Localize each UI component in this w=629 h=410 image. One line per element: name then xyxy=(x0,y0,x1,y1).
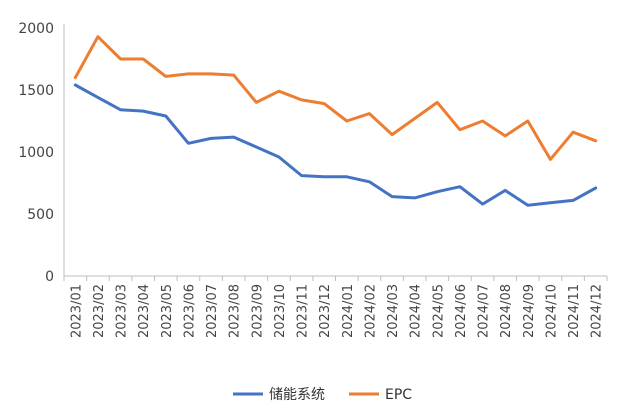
data-point xyxy=(164,115,167,118)
x-tick-label: 2024/10 xyxy=(544,284,559,338)
data-point xyxy=(572,131,575,134)
data-point xyxy=(232,136,235,139)
data-point xyxy=(368,180,371,183)
data-point xyxy=(187,142,190,145)
data-point xyxy=(119,108,122,111)
y-tick-label: 0 xyxy=(45,269,54,285)
data-point xyxy=(255,101,258,104)
legend-label: 储能系统 xyxy=(269,387,325,403)
y-tick-label: 1000 xyxy=(18,145,54,161)
x-tick-label: 2024/12 xyxy=(590,284,605,338)
data-point xyxy=(255,146,258,149)
data-point xyxy=(277,90,280,93)
data-point xyxy=(323,102,326,105)
series-0 xyxy=(73,83,598,207)
data-point xyxy=(345,175,348,178)
data-point xyxy=(210,72,213,75)
x-tick-label: 2024/01 xyxy=(341,284,356,338)
data-point xyxy=(119,58,122,61)
data-point xyxy=(187,72,190,75)
x-tick-label: 2023/04 xyxy=(137,284,152,338)
data-point xyxy=(232,74,235,77)
data-point xyxy=(96,35,99,38)
data-point xyxy=(277,155,280,158)
x-tick-label: 2023/07 xyxy=(205,284,220,338)
data-point xyxy=(391,133,394,136)
legend-item: 储能系统 xyxy=(233,387,325,403)
x-tick-label: 2024/03 xyxy=(386,284,401,338)
x-tick-label: 2023/09 xyxy=(250,284,265,338)
x-tick-label: 2023/10 xyxy=(273,284,288,338)
x-tick-label: 2024/04 xyxy=(409,284,424,338)
x-tick-label: 2023/12 xyxy=(318,284,333,338)
data-point xyxy=(594,139,597,142)
data-point xyxy=(526,204,529,207)
data-point xyxy=(300,98,303,101)
x-tick-label: 2024/02 xyxy=(363,284,378,338)
data-point xyxy=(413,196,416,199)
data-point xyxy=(504,134,507,137)
data-point xyxy=(164,75,167,78)
data-point xyxy=(96,96,99,99)
data-point xyxy=(142,58,145,61)
data-point xyxy=(436,101,439,104)
data-point xyxy=(481,120,484,123)
data-point xyxy=(481,203,484,206)
legend-label: EPC xyxy=(385,387,412,403)
data-point xyxy=(504,189,507,192)
data-point xyxy=(368,112,371,115)
series-line xyxy=(73,35,598,161)
data-point xyxy=(323,175,326,178)
data-point xyxy=(391,195,394,198)
data-point xyxy=(526,120,529,123)
data-point xyxy=(74,76,77,79)
y-axis: 0 500 1000 1500 2000 xyxy=(18,21,65,285)
x-tick-label: 2024/08 xyxy=(499,284,514,338)
data-point xyxy=(345,120,348,123)
x-tick-label: 2023/08 xyxy=(228,284,243,338)
x-tick-label: 2024/07 xyxy=(477,284,492,338)
x-tick-label: 2023/03 xyxy=(115,284,130,338)
series-layer xyxy=(73,35,598,207)
data-point xyxy=(142,110,145,113)
x-tick-label: 2023/06 xyxy=(182,284,197,338)
data-point xyxy=(549,201,552,204)
x-axis: 2023/01 2023/02 2023/03 2023/04 2023/05 2023/… xyxy=(63,275,608,338)
legend-item: EPC xyxy=(349,387,412,403)
x-tick-label: 2023/05 xyxy=(160,284,175,338)
data-point xyxy=(210,137,213,140)
data-point xyxy=(594,186,597,189)
series-1 xyxy=(73,35,598,161)
x-tick-label: 2023/02 xyxy=(92,284,107,338)
data-point xyxy=(572,199,575,202)
series-line xyxy=(73,83,598,207)
data-point xyxy=(413,117,416,120)
x-tick-label: 2024/11 xyxy=(567,284,582,338)
y-tick-label: 2000 xyxy=(18,21,54,37)
data-point xyxy=(549,158,552,161)
x-tick-label: 2023/01 xyxy=(69,284,84,338)
data-point xyxy=(300,174,303,177)
data-point xyxy=(436,190,439,193)
x-tick-label: 2024/05 xyxy=(431,284,446,338)
data-point xyxy=(458,128,461,131)
x-tick-label: 2024/09 xyxy=(522,284,537,338)
legend: 储能系统 EPC xyxy=(233,387,412,403)
x-tick-label: 2024/06 xyxy=(454,284,469,338)
data-point xyxy=(74,84,77,87)
x-tick-label: 2023/11 xyxy=(296,284,311,338)
y-tick-label: 1500 xyxy=(18,83,54,99)
y-tick-label: 500 xyxy=(27,207,54,223)
data-point xyxy=(458,185,461,188)
